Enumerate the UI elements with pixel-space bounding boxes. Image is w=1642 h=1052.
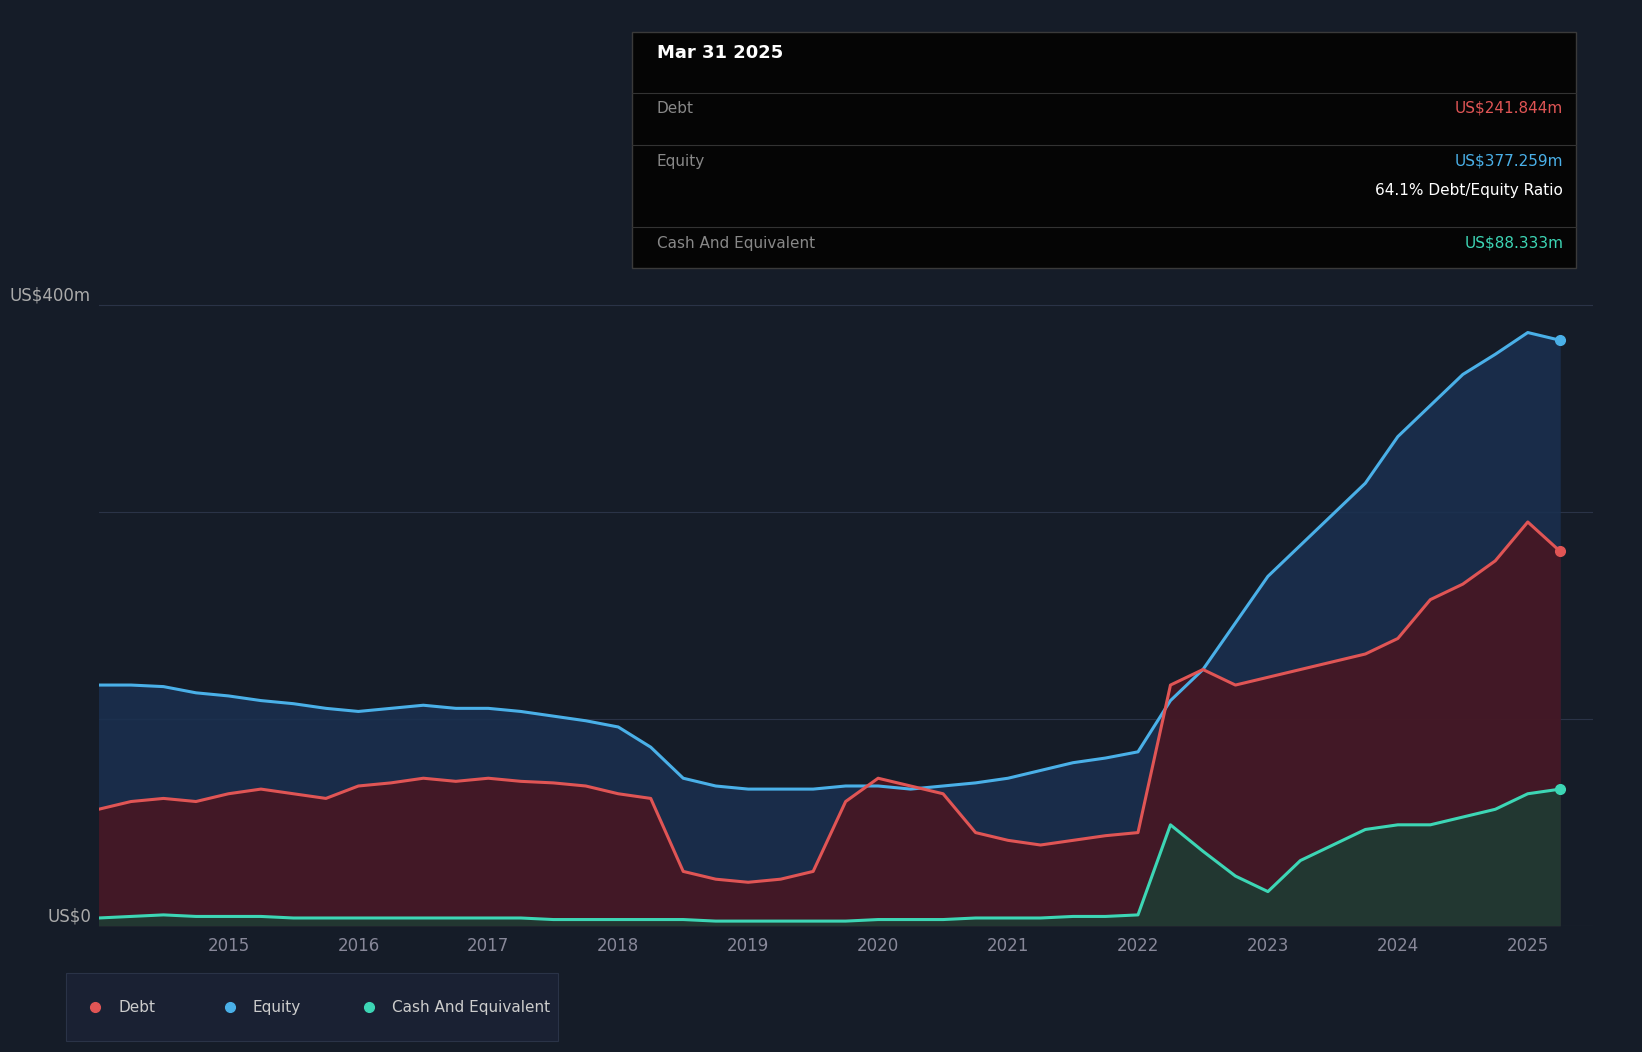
Text: US$400m: US$400m: [10, 286, 90, 305]
Text: US$377.259m: US$377.259m: [1455, 154, 1563, 168]
Text: US$88.333m: US$88.333m: [1465, 236, 1563, 250]
Text: Mar 31 2025: Mar 31 2025: [657, 44, 783, 62]
Text: Equity: Equity: [253, 999, 300, 1015]
Text: Debt: Debt: [657, 101, 695, 116]
Text: Cash And Equivalent: Cash And Equivalent: [392, 999, 550, 1015]
Text: Debt: Debt: [118, 999, 156, 1015]
Text: Equity: Equity: [657, 154, 704, 168]
Text: US$241.844m: US$241.844m: [1455, 101, 1563, 116]
Text: US$0: US$0: [48, 908, 90, 926]
Text: 64.1% Debt/Equity Ratio: 64.1% Debt/Equity Ratio: [1376, 183, 1563, 198]
Text: Cash And Equivalent: Cash And Equivalent: [657, 236, 814, 250]
